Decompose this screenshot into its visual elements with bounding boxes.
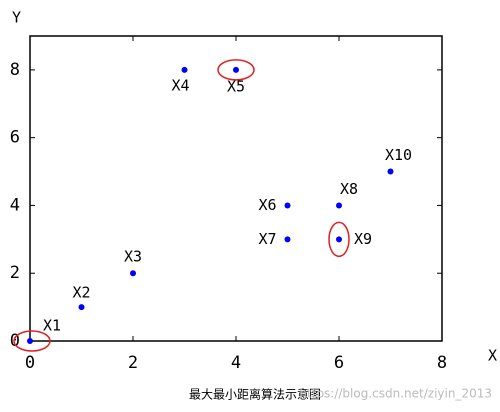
point-label: X3	[124, 248, 142, 266]
x-tick-label: 4	[231, 353, 241, 373]
point-label: X8	[340, 180, 358, 198]
point	[284, 202, 291, 209]
point-label: X10	[385, 146, 412, 164]
x-tick-label: 6	[334, 353, 344, 373]
point	[284, 236, 291, 243]
point-label: X7	[258, 230, 276, 248]
point-label: X6	[258, 196, 276, 214]
point	[336, 236, 342, 243]
point	[387, 168, 394, 175]
point	[233, 66, 239, 73]
y-tick-label: 2	[10, 263, 20, 283]
point	[181, 66, 188, 73]
point-label: X5	[227, 77, 245, 95]
highlight-ellipse	[217, 59, 255, 81]
y-tick-label: 8	[10, 60, 20, 80]
point	[78, 304, 85, 311]
y-tick-label: 4	[10, 195, 20, 215]
y-tick-label: 6	[10, 128, 20, 148]
point	[130, 270, 136, 277]
y-tick-label: 0	[10, 331, 20, 351]
highlight-ellipse	[328, 221, 350, 258]
x-tick-label: 2	[128, 353, 138, 373]
point-label: X2	[72, 284, 90, 302]
x-tick-label: 0	[25, 353, 35, 373]
point	[336, 202, 342, 209]
point-label: X4	[171, 76, 189, 94]
x-axis-label: X	[488, 347, 497, 365]
watermark: https://blog.csdn.net/ziyin_2013	[299, 387, 492, 401]
y-axis-label: Y	[12, 9, 21, 27]
highlight-ellipse	[13, 330, 51, 352]
point	[27, 338, 33, 344]
x-tick-label: 8	[437, 353, 447, 373]
point-label: X1	[43, 317, 61, 335]
caption: 最大最小距离算法示意图	[189, 387, 321, 402]
point-label: X9	[354, 230, 372, 248]
